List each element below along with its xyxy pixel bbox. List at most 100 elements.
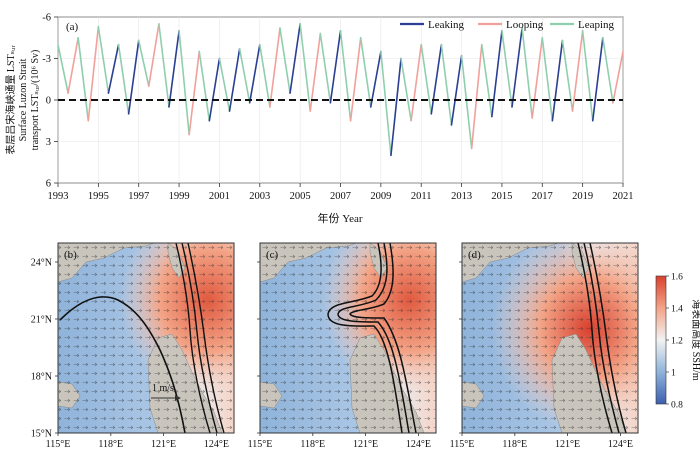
colorbar-tick-label: 1.6 — [671, 273, 683, 283]
series-segment-leaping — [279, 27, 291, 94]
colorbar-tick-label: 1.2 — [671, 337, 683, 347]
x-tick-label: 2021 — [613, 191, 634, 202]
series-segment-looping — [410, 43, 423, 122]
contour-b-4 — [187, 243, 225, 433]
series-segment-leaping — [137, 39, 150, 87]
series-segment-leaping — [117, 43, 130, 115]
series-segment-leaping — [158, 23, 170, 108]
series-segment-leaking — [228, 48, 241, 112]
x-tick-label: 2007 — [330, 191, 351, 202]
map-x-tick-label: 121°E — [353, 439, 378, 450]
map-panel-b: 1 m/s (b) — [57, 242, 235, 434]
series-segment-leaking — [511, 27, 523, 108]
series-segment-looping — [571, 30, 584, 112]
colorbar-tick-label: 0.8 — [671, 401, 683, 411]
series-segment-looping — [67, 36, 79, 94]
colorbar-tick-label: 1 — [671, 369, 676, 379]
y-tick-label: 6 — [46, 179, 51, 190]
legend-label-looping: Looping — [506, 19, 544, 31]
series-segment-leaking — [491, 30, 503, 118]
map-x-tick-label: 118°E — [502, 439, 527, 450]
y-axis-label: 表层吕宋海峡通量 LSTₛᵤᵣ Surface Luzon Strait tra… — [4, 45, 41, 155]
panel-a-label: (a) — [66, 21, 79, 33]
series-segment-leaking — [248, 43, 261, 104]
series-segment-leaking — [289, 23, 301, 94]
legend: Leaking Looping Leaping — [400, 19, 615, 31]
series-segment-leaking — [591, 36, 604, 122]
map-x-tick-label: 115°E — [46, 439, 71, 450]
series-segment-looping — [349, 36, 362, 122]
series-segment-looping — [269, 27, 281, 108]
series-segment-leaking — [208, 57, 221, 122]
x-tick-label: 2019 — [572, 191, 593, 202]
x-axis-label: 年份 Year — [317, 211, 362, 225]
contour-d-2 — [583, 243, 620, 433]
series-segment-leaping — [97, 25, 110, 94]
series-segment-leaping — [58, 43, 69, 94]
series-segment-leaping — [178, 30, 190, 136]
series-segment-looping — [531, 36, 544, 119]
contour-c-2 — [337, 243, 410, 433]
map-label-d: (d) — [468, 249, 481, 261]
x-tick-label: 2003 — [249, 191, 270, 202]
series-segment-leaking — [430, 43, 443, 115]
contour-d-3 — [589, 243, 627, 433]
series-segment-leaping — [541, 36, 554, 122]
map-panel-d: (d) — [461, 242, 639, 434]
y-tick-label: 3 — [46, 137, 51, 148]
series-segment-leaping — [339, 30, 352, 122]
x-tick-label: 2017 — [532, 191, 553, 202]
x-tick-label: 1997 — [128, 191, 149, 202]
y-axis-label-line-2: Surface Luzon Strait — [18, 58, 29, 141]
series-segment-leaking — [127, 39, 140, 115]
map-label-b: (b) — [64, 249, 77, 261]
x-tick-label: 2005 — [290, 191, 311, 202]
x-tick-label: 2015 — [491, 191, 512, 202]
series-segment-looping — [87, 25, 100, 122]
velocity-field-b — [58, 243, 234, 433]
colorbar-label-group: 海表面高度 SSH/m — [690, 299, 700, 381]
x-tick-label: 1999 — [169, 191, 190, 202]
x-tick-label: 2001 — [209, 191, 230, 202]
series-segment-leaking — [168, 30, 180, 108]
series-segment-leaping — [258, 43, 271, 108]
y-tick-label: -3 — [42, 54, 51, 65]
series-segment-looping — [612, 50, 623, 104]
y-axis-label-line-1: 表层吕宋海峡通量 LSTₛᵤᵣ — [4, 45, 17, 155]
x-tick-label: 2009 — [370, 191, 391, 202]
series-segment-leaking — [107, 43, 120, 94]
map-x-tick-label: 118°E — [98, 439, 123, 450]
map-y-tick-label: 18°N — [31, 372, 52, 383]
series-segment-leaping — [501, 30, 513, 108]
series-segment-leaping — [602, 36, 614, 104]
velocity-field-d — [462, 243, 638, 433]
y-tick-label: -6 — [42, 13, 51, 24]
x-tick-label: 2011 — [411, 191, 432, 202]
colorbar — [655, 275, 667, 405]
x-tick-label: 1993 — [48, 191, 69, 202]
series-segment-leaping — [380, 50, 392, 157]
colorbar-tick-label: 1.4 — [671, 305, 683, 315]
y-tick-label: 0 — [46, 96, 51, 107]
map-x-tick-label: 115°E — [450, 439, 475, 450]
series-segment-leaping — [420, 43, 433, 115]
series-segment-leaping — [581, 30, 594, 122]
map-y-tick-label: 15°N — [31, 429, 52, 440]
colorbar-label: 海表面高度 SSH/m — [690, 299, 700, 381]
map-ticks: 115°E 118°E 121°E 124°E 15°N 18°N 21°N 24°N 115°… — [31, 258, 633, 451]
map-y-tick-label: 21°N — [31, 315, 52, 326]
series-segment-leaping — [198, 50, 211, 122]
series-segment-looping — [309, 32, 322, 112]
series-segment-leaping — [440, 43, 453, 126]
map-x-tick-label: 115°E — [248, 439, 273, 450]
series-segment-leaping — [460, 54, 473, 150]
series-segment-leaping — [77, 36, 90, 122]
map-x-tick-label: 121°E — [555, 439, 580, 450]
series-segment-leaking — [329, 30, 342, 104]
series-segment-leaking — [390, 57, 402, 157]
contour-b-1 — [59, 296, 186, 433]
panel-a-ticks: 1993 1995 1997 1999 2001 2003 2005 2007 2009 2011… — [42, 13, 633, 203]
map-panel-c: (c) — [259, 242, 437, 434]
contour-b-3 — [181, 243, 218, 433]
